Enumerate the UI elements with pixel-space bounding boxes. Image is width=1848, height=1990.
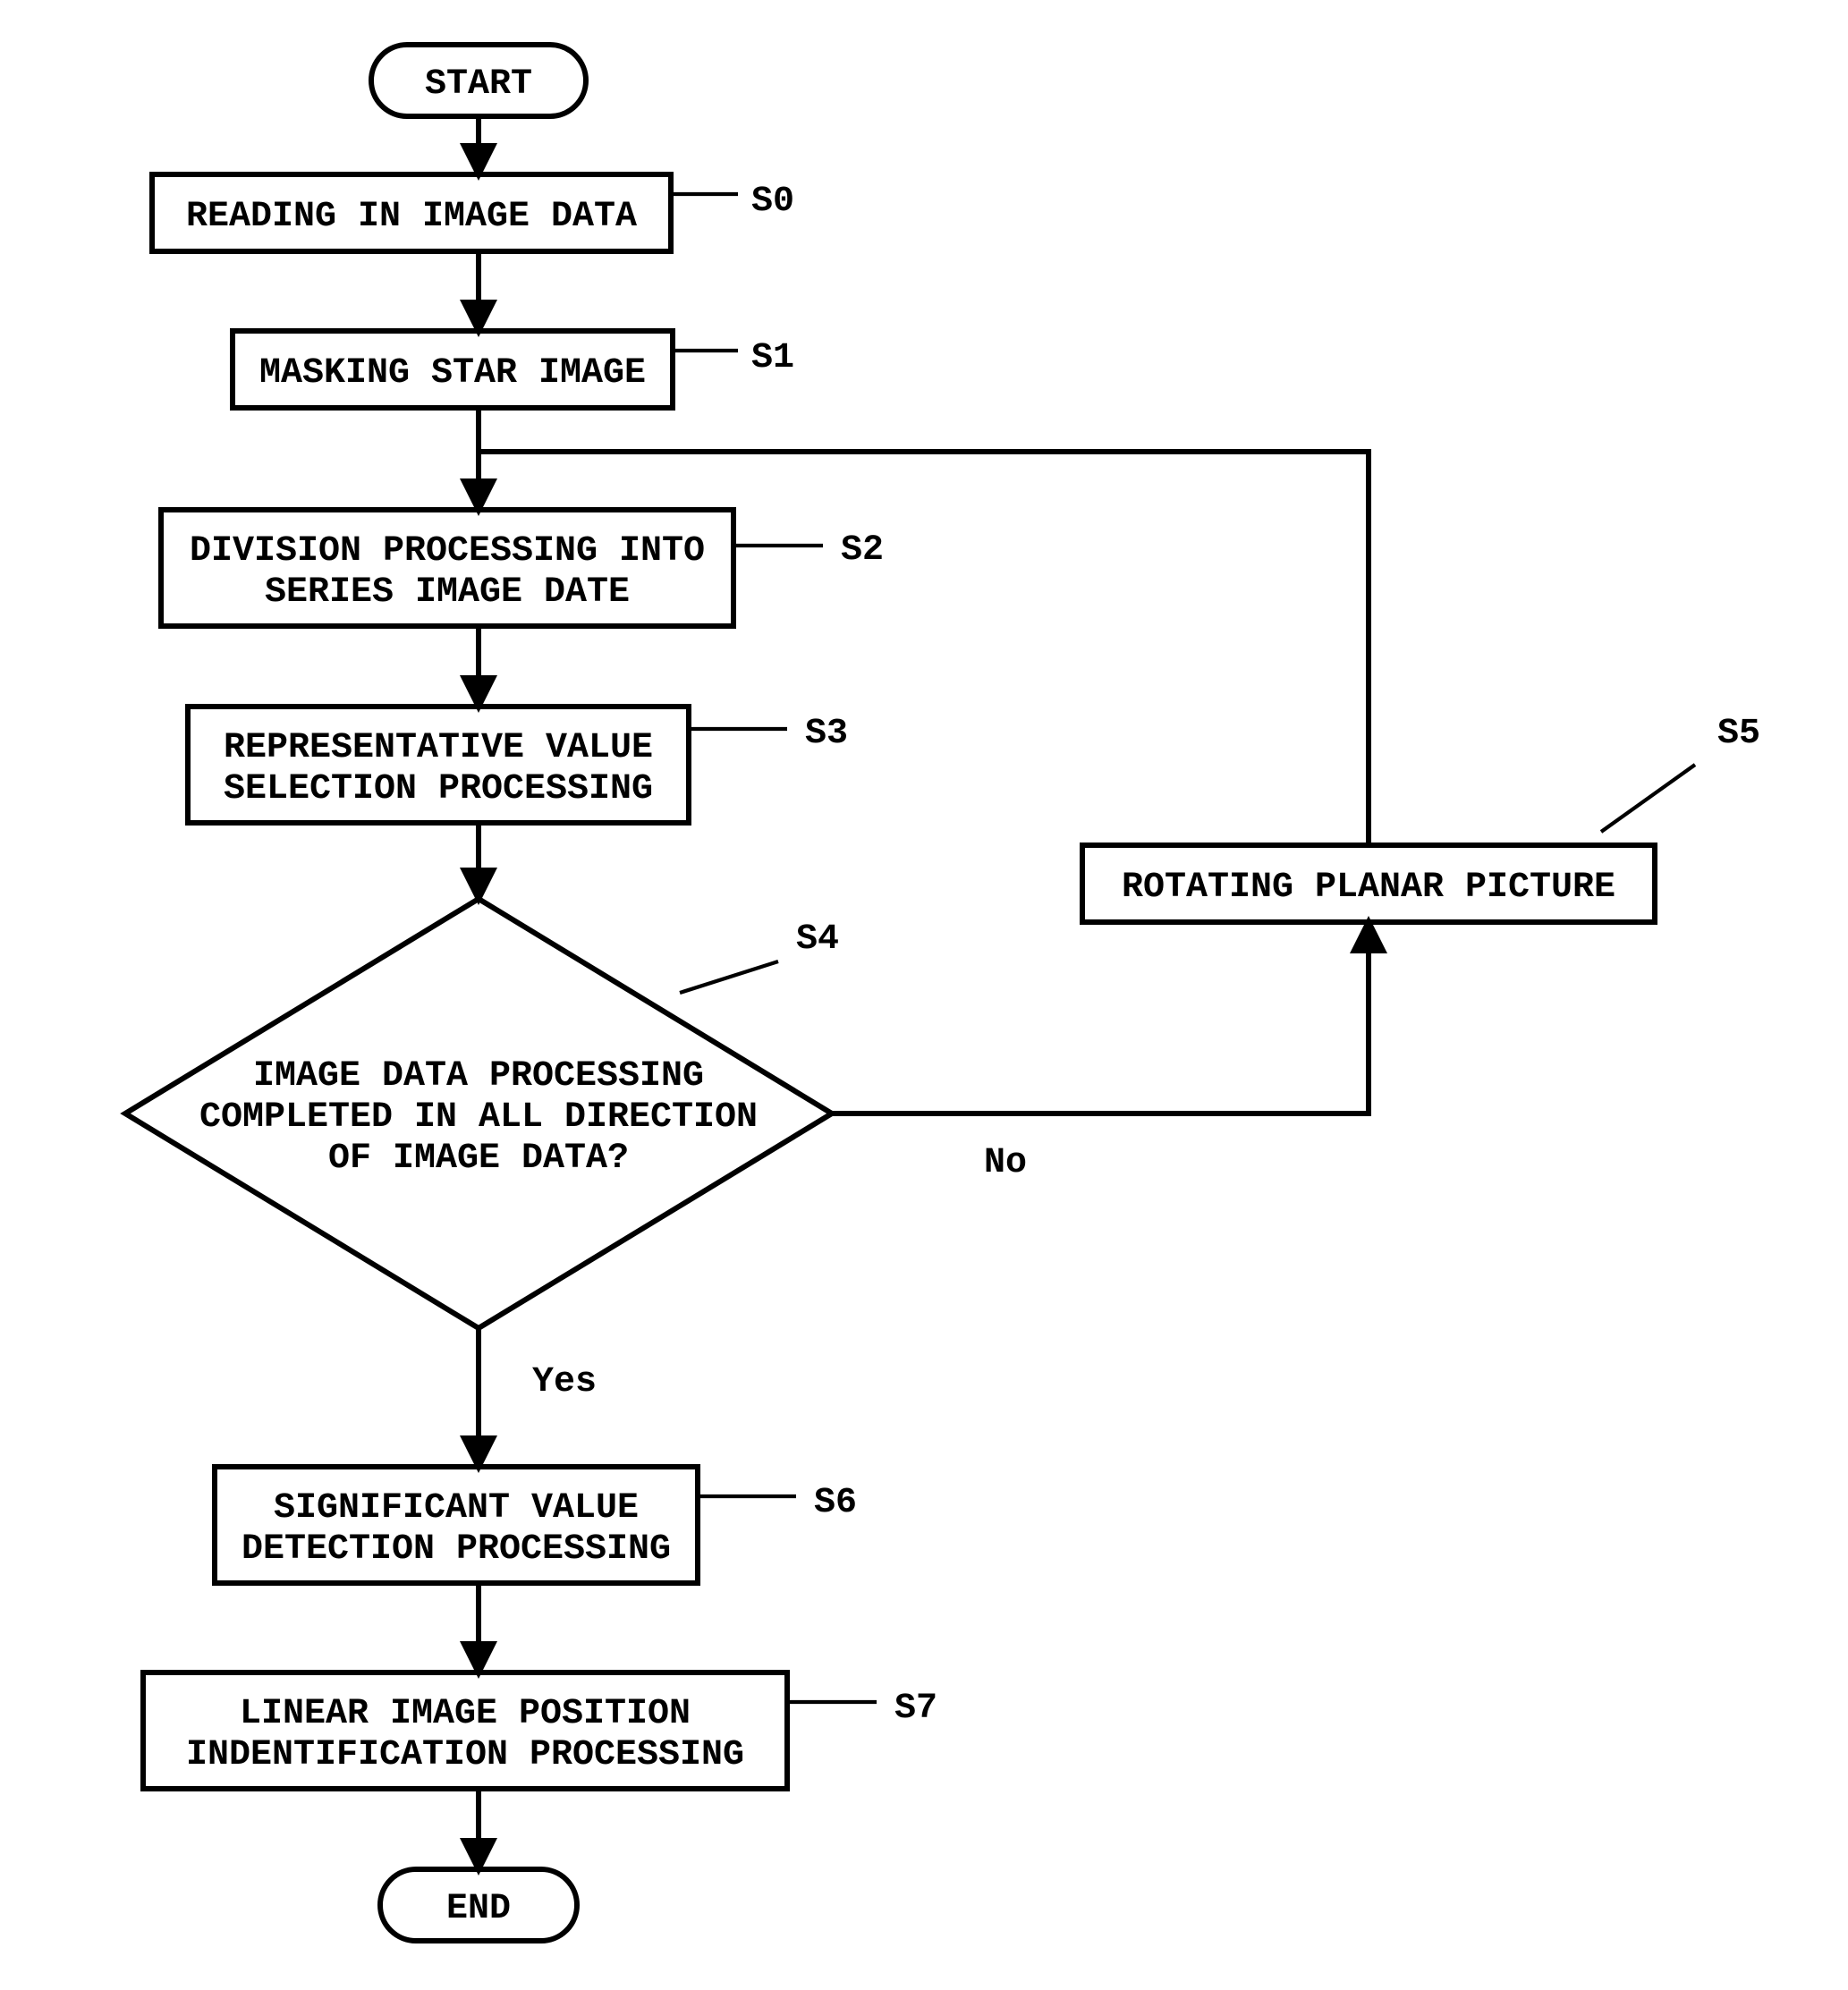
process-s6-text: SIGNIFICANT VALUE [274,1488,639,1528]
process-s3-text: REPRESENTATIVE VALUE [224,728,653,768]
tag-s1: S1 [751,338,794,378]
edge-no [832,922,1369,1114]
process-s7-text: INDENTIFICATION PROCESSING [186,1735,744,1775]
decision-s4-text: IMAGE DATA PROCESSING [253,1056,704,1097]
process-s3-text: SELECTION PROCESSING [224,769,653,809]
process-s6-text: DETECTION PROCESSING [242,1529,671,1570]
process-s1-text: MASKING STAR IMAGE [259,353,646,394]
tag-s7: S7 [894,1689,937,1729]
tag-s5: S5 [1717,714,1760,754]
process-s5-text: ROTATING PLANAR PICTURE [1122,868,1615,908]
process-s0-text: READING IN IMAGE DATA [186,197,637,237]
process-s2-text: SERIES IMAGE DATE [265,572,630,613]
process-s7-text: LINEAR IMAGE POSITION [240,1694,691,1734]
decision-s4-text: COMPLETED IN ALL DIRECTION [199,1097,758,1138]
terminal-end-label: END [446,1889,511,1929]
label-no: No [984,1143,1027,1183]
process-s2-text: DIVISION PROCESSING INTO [190,531,705,572]
leader-s4 [680,961,778,993]
tag-s0: S0 [751,182,794,222]
label-yes: Yes [532,1362,597,1402]
tag-s4: S4 [796,919,839,960]
leader-s5 [1601,765,1695,832]
terminal-start-label: START [425,64,532,105]
tag-s2: S2 [841,530,884,571]
decision-s4-text: OF IMAGE DATA? [328,1139,629,1179]
tag-s6: S6 [814,1483,857,1523]
tag-s3: S3 [805,714,848,754]
